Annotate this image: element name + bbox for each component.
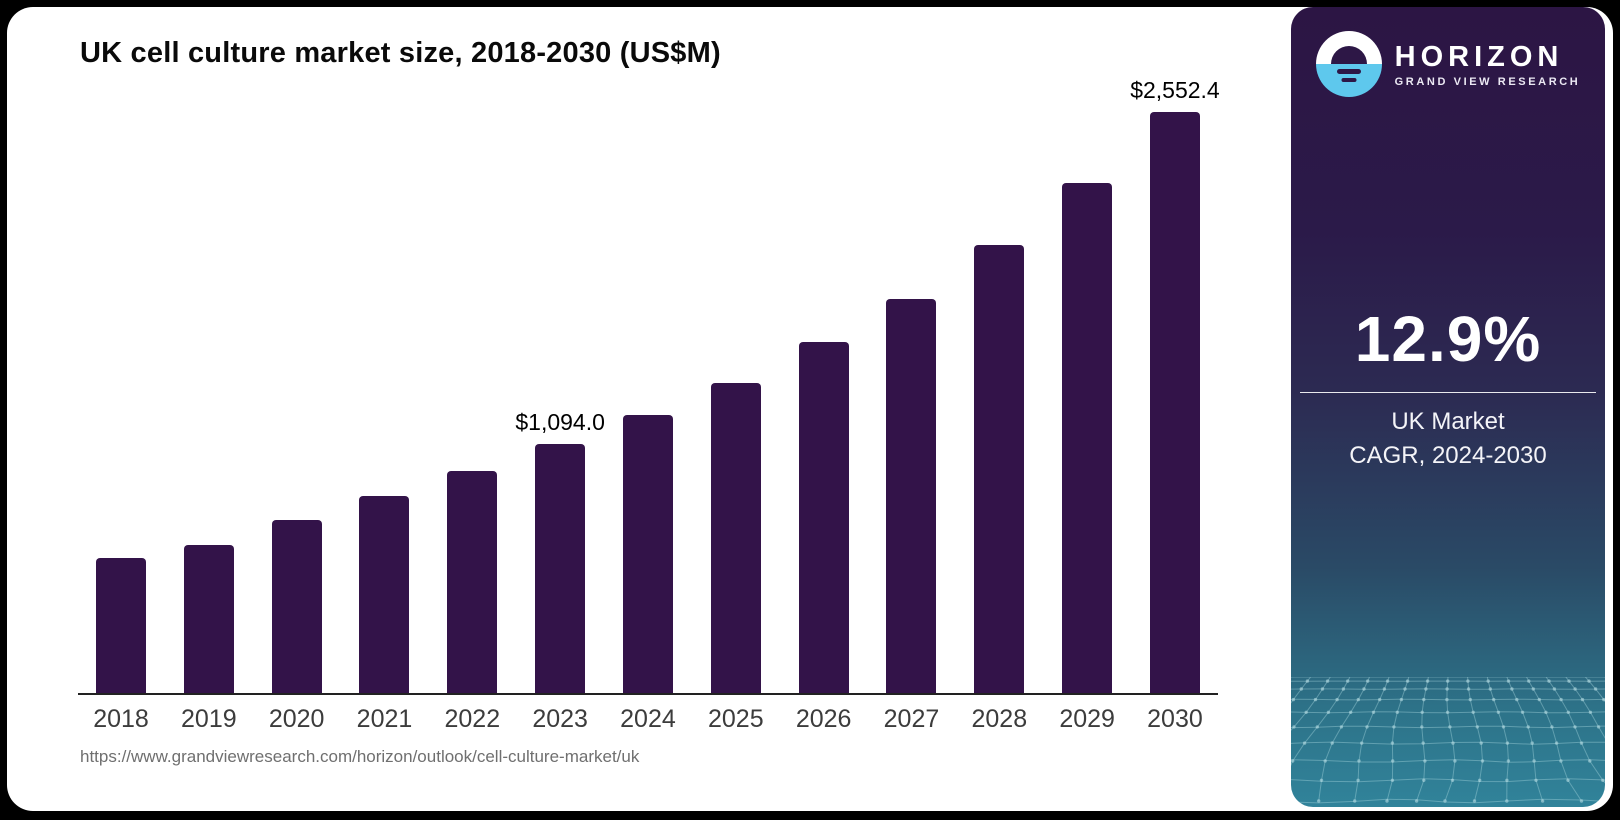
x-axis: 2018 2019 2020 2021 2022 2023 2024 2025 2026 2027… [78, 705, 1218, 739]
x-axis-label-2025: 2025 [707, 705, 764, 733]
bar-2026[interactable] [798, 342, 849, 693]
x-axis-label-2023: 2023 [532, 705, 588, 733]
cagr-value: 12.9% [1354, 303, 1542, 375]
bar-value-label-2023: $1,094.0 [515, 409, 605, 435]
stat-market-label: UK Market [1391, 408, 1505, 435]
wireframe-mesh-decoration [1291, 677, 1605, 804]
x-axis-label-2029: 2029 [1059, 705, 1115, 733]
x-axis-label-2021: 2021 [356, 705, 413, 733]
x-axis-label-2019: 2019 [181, 705, 237, 733]
bar-2025[interactable] [710, 383, 761, 693]
chart-title: UK cell culture market size, 2018-2030 (… [80, 37, 721, 69]
x-axis-label-2027: 2027 [883, 705, 940, 733]
brand-subtitle: GRAND VIEW RESEARCH [1394, 75, 1581, 88]
bar-2027[interactable] [886, 299, 937, 693]
bar-2019[interactable] [183, 545, 234, 693]
bar-2023[interactable] [535, 444, 586, 693]
stat-cagr-label: CAGR, 2024-2030 [1349, 442, 1547, 469]
brand-side-panel: HORIZON GRAND VIEW RESEARCH 12.9% UK Mar… [1291, 7, 1605, 807]
x-axis-label-2026: 2026 [795, 705, 852, 733]
x-axis-label-2018: 2018 [93, 705, 149, 733]
brand-text: HORIZON GRAND VIEW RESEARCH [1395, 41, 1581, 88]
bar-2022[interactable] [447, 471, 498, 693]
bar-2030[interactable] [1149, 112, 1200, 693]
x-axis-label-2020: 2020 [268, 705, 325, 733]
bar-2029[interactable] [1062, 183, 1113, 693]
stat-divider [1300, 392, 1596, 393]
sun-reflection-bar [1336, 69, 1361, 74]
horizon-sun-icon [1315, 31, 1382, 97]
chart-card: UK cell culture market size, 2018-2030 (… [7, 7, 1613, 811]
brand-block: HORIZON GRAND VIEW RESEARCH [1291, 31, 1605, 97]
bar-value-label-2030: $2,552.4 [1130, 77, 1220, 103]
brand-name: HORIZON [1394, 40, 1564, 73]
cagr-stat-block: 12.9% UK Market CAGR, 2024-2030 [1291, 302, 1605, 473]
bar-chart-plot-area: $1,094.0 $2,552.4 [78, 77, 1220, 695]
sun-reflection-bar [1341, 78, 1357, 82]
bar-2020[interactable] [271, 520, 322, 693]
x-axis-label-2028: 2028 [971, 705, 1028, 733]
source-url-text: https://www.grandviewresearch.com/horizo… [80, 747, 640, 766]
sun-semicircle [1330, 46, 1367, 64]
x-axis-label-2024: 2024 [620, 705, 676, 733]
bar-2018[interactable] [96, 558, 146, 693]
bar-2024[interactable] [622, 415, 673, 693]
x-axis-label-2030: 2030 [1147, 705, 1203, 733]
bar-2021[interactable] [359, 496, 410, 693]
x-axis-label-2022: 2022 [444, 705, 501, 733]
bar-2028[interactable] [974, 245, 1025, 693]
